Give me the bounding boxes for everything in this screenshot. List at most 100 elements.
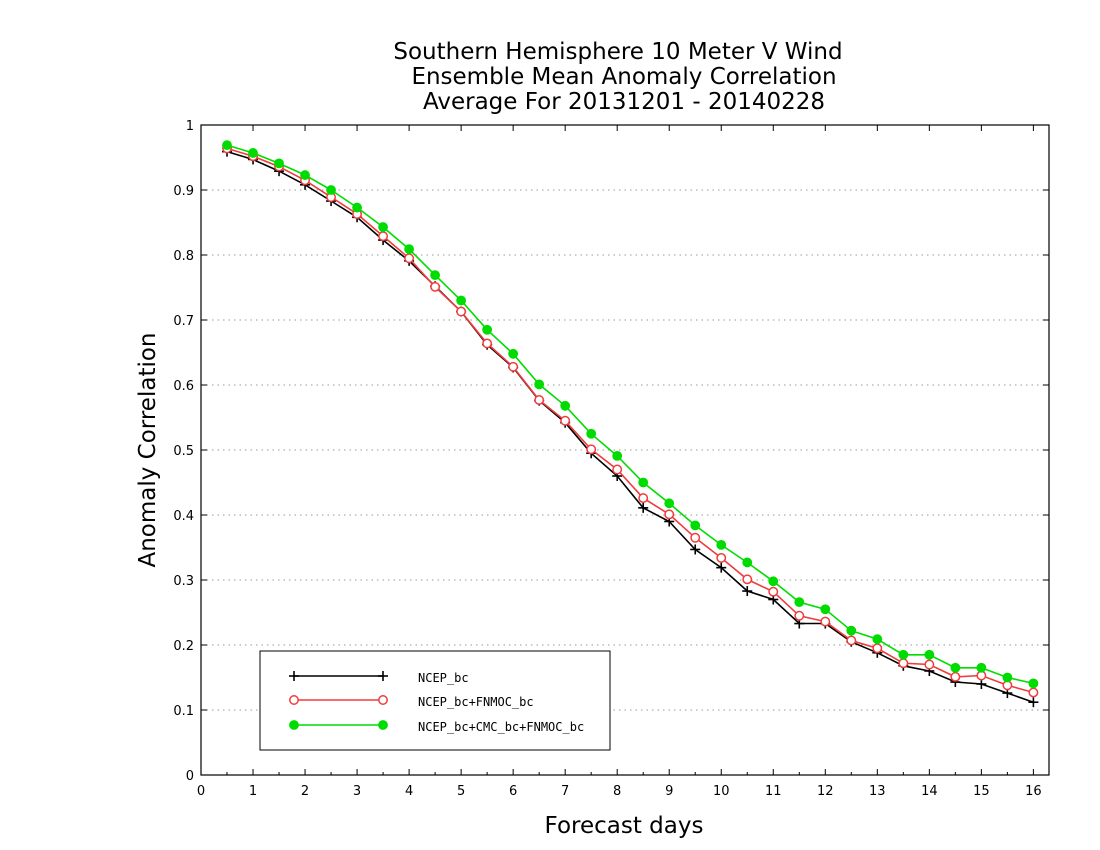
y-tick-label: 0.4	[173, 509, 194, 524]
data-point	[664, 498, 675, 509]
x-tick-label: 12	[817, 784, 834, 799]
data-point	[508, 348, 519, 359]
series-line	[226, 150, 1034, 703]
series-line	[226, 144, 1034, 685]
data-point	[586, 444, 597, 455]
x-axis-label: Forecast days	[545, 813, 704, 839]
legend-marker	[289, 671, 299, 681]
x-tick-label: 14	[921, 784, 938, 799]
data-point	[482, 338, 493, 349]
y-tick-label: 0.6	[173, 379, 194, 394]
data-point	[716, 552, 727, 563]
legend-marker	[378, 671, 388, 681]
data-point	[768, 586, 779, 597]
data-point	[222, 140, 232, 151]
data-point	[950, 671, 961, 682]
series-0	[222, 146, 1039, 708]
data-point	[638, 477, 649, 488]
data-point	[924, 649, 935, 660]
data-point	[586, 428, 597, 439]
data-point	[898, 649, 909, 660]
data-point	[690, 520, 701, 531]
data-point	[430, 281, 441, 292]
data-point	[794, 597, 805, 607]
data-point	[1028, 687, 1039, 698]
legend: NCEP_bc NCEP_bc+FNMOC_bc NCEP_bc+CMC_bc+…	[259, 650, 611, 751]
x-tick-label: 4	[405, 784, 413, 799]
data-point	[534, 379, 545, 390]
data-point	[638, 493, 649, 504]
data-point	[456, 306, 467, 317]
legend-marker	[289, 695, 299, 705]
legend-item-1	[289, 695, 388, 705]
x-tick-label: 13	[869, 784, 886, 799]
chart-title-line-2: Ensemble Mean Anomaly Correlation	[411, 64, 836, 90]
x-tick-label: 10	[713, 784, 730, 799]
data-point	[534, 395, 545, 405]
data-point	[612, 464, 623, 475]
x-tick-label: 2	[301, 784, 309, 799]
series-lines	[222, 140, 1039, 708]
y-tick-label: 0.2	[173, 639, 194, 654]
data-point	[742, 574, 753, 585]
data-point	[716, 540, 727, 550]
x-tick-label: 0	[197, 784, 205, 799]
series-2	[222, 140, 1039, 689]
data-point	[742, 586, 753, 597]
data-point	[248, 148, 258, 158]
legend-item-0	[289, 671, 388, 681]
legend-item-2	[289, 720, 388, 730]
series-1	[222, 143, 1039, 698]
data-point	[924, 659, 935, 670]
data-point	[976, 679, 987, 689]
data-point	[950, 662, 961, 673]
x-tick-label: 6	[509, 784, 517, 799]
y-tick-label: 1	[186, 119, 194, 134]
legend-label-ncep-cmc-fnmoc: NCEP_bc+CMC_bc+FNMOC_bc	[418, 720, 584, 734]
data-point	[872, 643, 883, 654]
x-tick-label: 1	[249, 784, 257, 799]
x-tick-label: 7	[561, 784, 569, 799]
data-point	[612, 450, 623, 461]
y-axis-label: Anomaly Correlation	[135, 332, 161, 567]
data-point	[768, 576, 779, 587]
data-point	[690, 544, 701, 555]
series-line	[226, 147, 1034, 694]
y-tick-label: 0.8	[173, 249, 194, 264]
data-point	[872, 634, 883, 645]
data-point	[716, 562, 727, 573]
data-point	[404, 253, 415, 264]
data-point	[274, 158, 284, 169]
data-point	[846, 635, 857, 646]
y-tick-label: 0.7	[173, 314, 194, 329]
x-tick-label: 3	[353, 784, 361, 799]
legend-marker	[289, 720, 299, 730]
y-tick-label: 0.9	[173, 184, 194, 199]
data-point	[1028, 678, 1039, 689]
y-tick-label: 0.1	[173, 704, 194, 719]
data-point	[378, 231, 389, 242]
data-point	[742, 557, 753, 568]
legend-label-ncep-fnmoc: NCEP_bc+FNMOC_bc	[418, 695, 534, 709]
data-point	[1028, 697, 1039, 708]
chart-title-line-1: Southern Hemisphere 10 Meter V Wind	[393, 39, 842, 65]
data-point	[482, 324, 493, 335]
data-point	[352, 202, 362, 213]
data-point	[664, 509, 675, 520]
data-point	[820, 616, 831, 627]
data-point	[560, 400, 571, 411]
data-point	[794, 610, 805, 621]
axis-ticks: 00.10.20.30.40.50.60.70.80.910 1 2 3 4 5 6 7 8 9 1…	[173, 119, 1049, 799]
data-point	[430, 270, 441, 281]
data-point	[638, 502, 649, 513]
y-tick-label: 0	[186, 769, 194, 784]
y-tick-label: 0.5	[173, 444, 194, 459]
data-point	[1002, 672, 1013, 683]
data-point	[690, 532, 701, 543]
plot-frame	[200, 124, 1050, 776]
x-tick-label: 8	[613, 784, 621, 799]
grid	[201, 189, 1049, 711]
data-point	[846, 625, 857, 636]
legend-label-ncep-bc: NCEP_bc	[418, 671, 469, 685]
